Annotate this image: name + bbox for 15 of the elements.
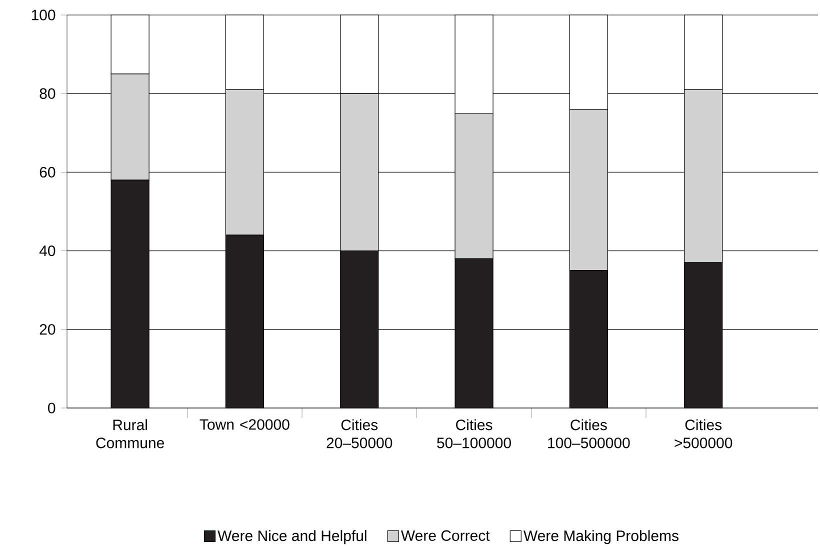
x-tick-label: Rural Commune xyxy=(96,419,164,448)
legend-label: Were Making Problems xyxy=(524,530,678,544)
x-tick-label: Cities 50–100000 xyxy=(437,419,511,448)
y-tick-label: 60 xyxy=(40,166,56,178)
y-tick-label: 20 xyxy=(40,324,56,335)
x-tick-label: Cities 100–500000 xyxy=(548,419,630,448)
y-tick-label: 100 xyxy=(32,10,56,20)
legend-label: Were Nice and Helpful xyxy=(218,530,366,544)
x-tick-label: Cities >500000 xyxy=(674,419,732,448)
y-tick-label: 80 xyxy=(40,88,56,99)
legend-label: Were Correct xyxy=(401,530,490,541)
x-tick-label: Town <20000 xyxy=(200,419,290,430)
y-tick-label: 0 xyxy=(48,402,56,414)
x-tick-label: Cities 20–50000 xyxy=(326,419,392,448)
y-tick-label: 40 xyxy=(39,245,56,256)
